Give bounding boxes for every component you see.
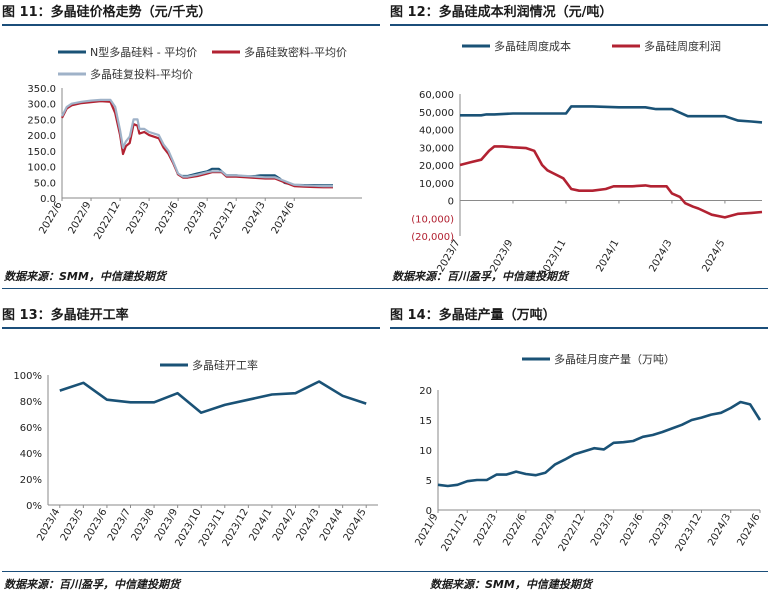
y-tick-label: 0.0 <box>40 194 56 205</box>
title-rule <box>390 24 768 26</box>
legend-label: 多晶硅周度利润 <box>644 39 721 53</box>
chart-title-price: 图 11：多晶硅价格走势（元/千克） <box>2 5 212 20</box>
y-tick-label: 100% <box>13 371 42 382</box>
x-tick-label: 2024/6 <box>735 512 762 548</box>
y-tick-label: 15 <box>419 416 432 427</box>
y-tick-label: 20 <box>419 386 432 397</box>
x-tick-label: 2023/3 <box>125 200 152 236</box>
cost-profit-chart: (20,000) (10,000) 0 10,000 20,000 30,000 40,00… <box>411 39 763 279</box>
source-note: 数据来源：百川盈孚，中信建投期货 <box>392 270 568 283</box>
series-line <box>61 98 333 188</box>
x-tick-label: 2022/3 <box>472 512 499 548</box>
x-tick-label: 2022/9 <box>531 512 558 548</box>
series-line <box>460 105 763 124</box>
utilization-chart: 0%20%40%60%80%100%2023/42023/52023/62023… <box>13 358 378 548</box>
y-tick-label: (10,000) <box>411 214 454 225</box>
legend-label: 多晶硅周度成本 <box>494 39 571 53</box>
y-tick-label: 5 <box>426 476 432 487</box>
x-tick-label: 2024/5 <box>342 507 369 543</box>
y-tick-label: 20,000 <box>419 161 454 172</box>
legend-label: 多晶硅开工率 <box>192 358 258 372</box>
section-divider <box>2 288 768 289</box>
series-line <box>459 145 763 219</box>
x-tick-label: 2024/5 <box>700 238 727 274</box>
y-tick-label: 0 <box>448 197 454 208</box>
x-tick-label: 2023/9 <box>183 200 210 236</box>
legend-label: 多晶硅致密料-平均价 <box>244 45 347 59</box>
x-tick-label: 2024/3 <box>647 238 674 274</box>
x-tick-label: 2024/6 <box>270 200 297 236</box>
price-chart: 0.0 50.0 100.0 150.0 200.0 250.0 300.0 350.0 202… <box>27 45 362 241</box>
y-tick-label: 50.0 <box>34 178 56 189</box>
legend-label: 多晶硅月度产量（万吨） <box>554 352 675 366</box>
x-tick-label: 2023/9 <box>648 512 675 548</box>
y-tick-label: 250.0 <box>27 115 56 126</box>
series-line <box>59 380 367 414</box>
x-tick-label: 2023/12 <box>208 200 238 241</box>
x-tick-label: 2023/3 <box>589 512 616 548</box>
x-tick-label: 2024/1 <box>594 238 621 274</box>
x-tick-label: 2022/12 <box>92 200 122 241</box>
y-tick-label: 40,000 <box>419 126 454 137</box>
y-tick-label: 40% <box>20 449 42 460</box>
series-line <box>437 400 762 488</box>
x-tick-label: 2024/3 <box>706 512 733 548</box>
y-tick-label: 10 <box>419 446 432 457</box>
y-tick-label: 150.0 <box>27 147 56 158</box>
y-tick-label: 0 <box>426 506 432 517</box>
x-tick-label: 2023/12 <box>674 512 704 553</box>
x-tick-label: 2021/9 <box>413 512 440 548</box>
title-rule <box>390 327 768 329</box>
y-tick-label: 30,000 <box>419 143 454 154</box>
legend-label: 多晶硅复投料-平均价 <box>90 67 193 81</box>
y-tick-label: 200.0 <box>27 131 56 142</box>
source-note: 数据来源：SMM，中信建投期货 <box>4 270 166 283</box>
chart-title-output: 图 14：多晶硅产量（万吨） <box>390 308 556 323</box>
y-tick-label: 10,000 <box>419 179 454 190</box>
x-tick-label: 2022/6 <box>501 512 528 548</box>
title-rule <box>2 24 380 26</box>
legend-label: N型多晶硅料 - 平均价 <box>90 45 197 59</box>
source-note: 数据来源：SMM，中信建投期货 <box>430 578 592 591</box>
x-tick-label: 2023/6 <box>154 200 181 236</box>
x-tick-label: 2021/12 <box>440 512 470 553</box>
source-note: 数据来源：百川盈孚，中信建投期货 <box>4 578 180 591</box>
y-tick-label: 60% <box>20 423 42 434</box>
x-tick-label: 2022/9 <box>67 200 94 236</box>
y-tick-label: 100.0 <box>27 163 56 174</box>
chart-title-cost-profit: 图 12：多晶硅成本利润情况（元/吨） <box>390 5 613 20</box>
y-tick-label: 60,000 <box>419 90 454 101</box>
chart-title-utilization: 图 13：多晶硅开工率 <box>2 308 129 323</box>
x-tick-label: 2022/12 <box>557 512 587 553</box>
y-tick-label: (20,000) <box>411 232 454 243</box>
y-tick-label: 350.0 <box>27 84 56 95</box>
x-tick-label: 2022/6 <box>37 200 64 236</box>
y-tick-label: 50,000 <box>419 108 454 119</box>
y-tick-label: 20% <box>20 475 42 486</box>
y-tick-label: 300.0 <box>27 100 56 111</box>
x-tick-label: 2023/6 <box>618 512 645 548</box>
bottom-divider <box>2 571 768 572</box>
y-tick-label: 0% <box>26 501 42 512</box>
x-tick-label: 2024/3 <box>241 200 268 236</box>
y-tick-label: 80% <box>20 397 42 408</box>
title-rule <box>2 327 380 329</box>
